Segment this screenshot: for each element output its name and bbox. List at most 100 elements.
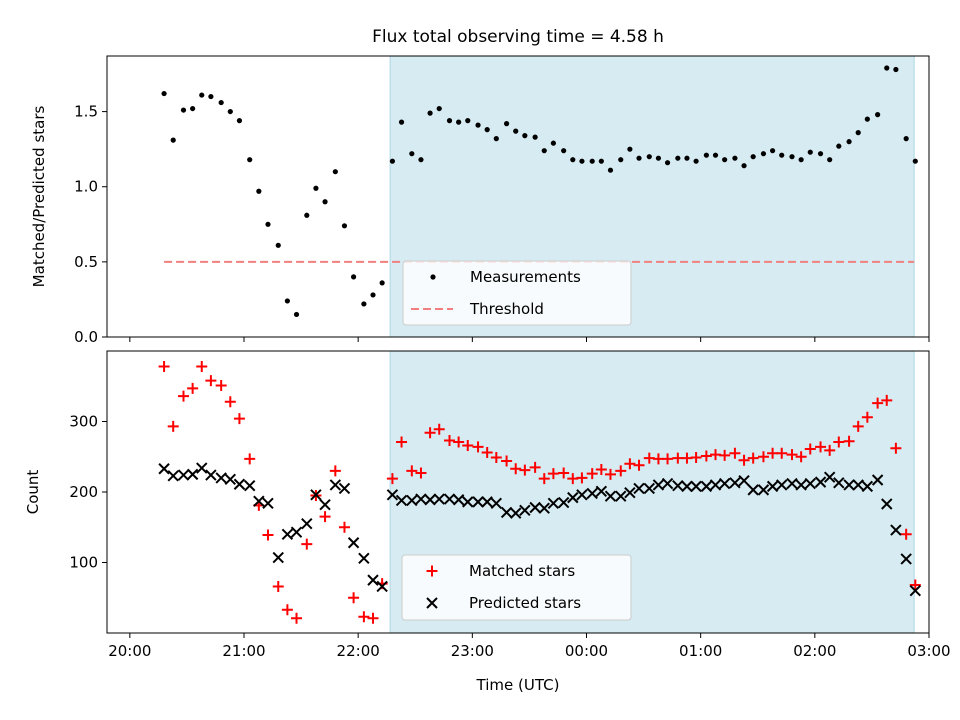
measurement-point [522, 133, 528, 139]
matched-stars-point [558, 467, 570, 479]
matched-stars-point [272, 580, 284, 592]
bottom-y-axis-label: Count [24, 470, 42, 515]
predicted-stars-point [301, 518, 313, 530]
matched-stars-point [786, 449, 798, 461]
measurement-point [646, 154, 652, 160]
measurement-point [836, 143, 842, 149]
matched-stars-point [881, 394, 893, 406]
measurement-point [304, 212, 310, 218]
predicted-stars-point [576, 489, 588, 501]
measurement-point [570, 157, 576, 163]
matched-stars-point [158, 361, 170, 373]
x-tick-label: 20:00 [108, 642, 151, 660]
predicted-stars-point [557, 496, 570, 509]
x-tick-label: 02:00 [793, 642, 836, 660]
predicted-stars-point [281, 528, 294, 541]
measurement-point [313, 185, 319, 191]
bottom-y-axis: 100 200 300 [69, 413, 107, 572]
matched-stars-point [472, 441, 484, 453]
x-tick-label: 01:00 [679, 642, 722, 660]
predicted-stars-point [757, 484, 770, 496]
predicted-stars-point [395, 494, 408, 507]
predicted-stars-point [700, 480, 713, 493]
matched-stars-point [824, 444, 836, 456]
matched-stars-point [815, 441, 827, 453]
matched-stars-point [348, 592, 360, 604]
matched-stars-point [415, 467, 427, 479]
matched-stars-point [424, 427, 436, 439]
predicted-stars-point [881, 498, 893, 510]
matched-stars-point [433, 423, 445, 435]
predicted-stars-point [643, 482, 655, 495]
predicted-stars-point [709, 479, 722, 491]
measurement-point [351, 274, 357, 280]
top-y-axis-label: Matched/Predicted stars [30, 106, 48, 288]
predicted-stars-point [690, 480, 702, 493]
predicted-stars-point [718, 477, 731, 490]
predicted-stars-point [786, 477, 798, 490]
matched-stars-point [890, 442, 902, 454]
matched-stars-point [481, 447, 493, 459]
predicted-stars-point [347, 537, 360, 549]
matched-stars-point [624, 458, 636, 470]
measurement-point [655, 155, 662, 161]
predicted-stars-point [177, 469, 190, 481]
predicted-stars-point [652, 479, 665, 491]
matched-stars-point [262, 529, 274, 541]
matched-stars-point [747, 452, 759, 464]
measurement-point [218, 99, 224, 106]
matched-stars-point [690, 451, 702, 463]
matched-stars-point [604, 468, 616, 480]
top-legend: Measurements Threshold [402, 260, 632, 326]
legend-label: Predicted stars [469, 594, 581, 612]
predicted-stars-point [253, 495, 265, 507]
x-tick-label: 03:00 [907, 642, 950, 660]
predicted-stars-point [861, 480, 874, 493]
bottom-panel: 100 200 300 20:00 21:00 22:00 23:00 00:00 01:00… [24, 350, 951, 694]
measurement-point [760, 151, 767, 157]
matched-stars-point [396, 436, 408, 448]
predicted-stars-point [738, 475, 750, 487]
predicted-stars-point [319, 498, 331, 511]
bottom-legend: Matched stars Predicted stars [401, 554, 632, 621]
matched-stars-point [224, 396, 236, 408]
measurement-point [712, 152, 719, 158]
matched-stars-point [281, 604, 293, 616]
measurement-point [418, 157, 424, 163]
measurement-point [684, 155, 690, 161]
bottom-count-points [158, 361, 922, 624]
x-tick-label: 22:00 [337, 642, 380, 660]
matched-stars-point [872, 397, 884, 409]
predicted-stars-point [843, 479, 855, 491]
measurement-point [532, 134, 538, 140]
matched-stars-point [233, 413, 245, 425]
matched-stars-point [900, 528, 912, 540]
measurement-point [769, 148, 776, 154]
predicted-stars-point [433, 493, 445, 505]
measurement-point [503, 121, 510, 127]
measurement-point [550, 140, 556, 146]
measurement-point [912, 158, 918, 164]
predicted-stars-point [196, 462, 208, 474]
measurement-point [170, 137, 176, 143]
measurement-point [722, 157, 728, 163]
predicted-stars-point [424, 494, 436, 506]
predicted-stars-point [633, 482, 645, 495]
y-tick-label: 200 [69, 483, 98, 501]
measurement-point [561, 148, 567, 154]
predicted-stars-point [262, 497, 274, 509]
legend-marker-x [426, 597, 438, 609]
measurement-point [607, 167, 614, 173]
matched-stars-point [538, 473, 550, 485]
predicted-stars-point [595, 485, 608, 498]
top-x-axis [129, 337, 930, 342]
matched-stars-point [291, 612, 303, 624]
matched-stars-point [729, 447, 741, 459]
predicted-stars-point [661, 477, 674, 490]
matched-stars-point [453, 436, 465, 448]
matched-stars-point [215, 380, 227, 392]
measurement-point [180, 107, 187, 113]
measurement-point [864, 116, 870, 122]
measurement-point [636, 155, 642, 161]
predicted-stars-point [615, 490, 627, 502]
